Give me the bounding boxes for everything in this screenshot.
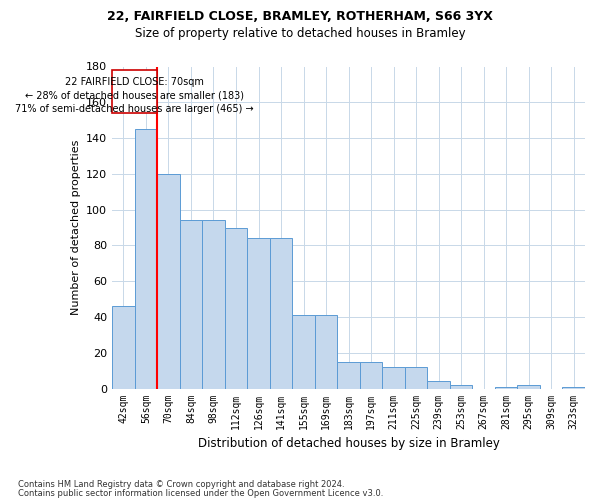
Bar [562,387,585,388]
Bar [225,228,247,388]
Bar [292,315,315,388]
Y-axis label: Number of detached properties: Number of detached properties [71,140,80,315]
Bar [427,382,450,388]
Bar [495,387,517,388]
Bar [247,238,270,388]
Bar [134,129,157,388]
Bar [157,174,180,388]
Text: 22 FAIRFIELD CLOSE: 70sqm: 22 FAIRFIELD CLOSE: 70sqm [65,77,204,87]
Bar [202,220,225,388]
Bar [337,362,360,388]
FancyBboxPatch shape [112,70,157,113]
Text: 71% of semi-detached houses are larger (465) →: 71% of semi-detached houses are larger (… [16,104,254,114]
Bar [405,367,427,388]
Bar [450,385,472,388]
Text: 22, FAIRFIELD CLOSE, BRAMLEY, ROTHERHAM, S66 3YX: 22, FAIRFIELD CLOSE, BRAMLEY, ROTHERHAM,… [107,10,493,23]
Bar [180,220,202,388]
Bar [270,238,292,388]
Bar [112,306,134,388]
Text: Contains HM Land Registry data © Crown copyright and database right 2024.: Contains HM Land Registry data © Crown c… [18,480,344,489]
Bar [360,362,382,388]
Bar [315,315,337,388]
Text: ← 28% of detached houses are smaller (183): ← 28% of detached houses are smaller (18… [25,90,244,101]
Text: Size of property relative to detached houses in Bramley: Size of property relative to detached ho… [134,28,466,40]
X-axis label: Distribution of detached houses by size in Bramley: Distribution of detached houses by size … [197,437,500,450]
Text: Contains public sector information licensed under the Open Government Licence v3: Contains public sector information licen… [18,488,383,498]
Bar [517,385,540,388]
Bar [382,367,405,388]
